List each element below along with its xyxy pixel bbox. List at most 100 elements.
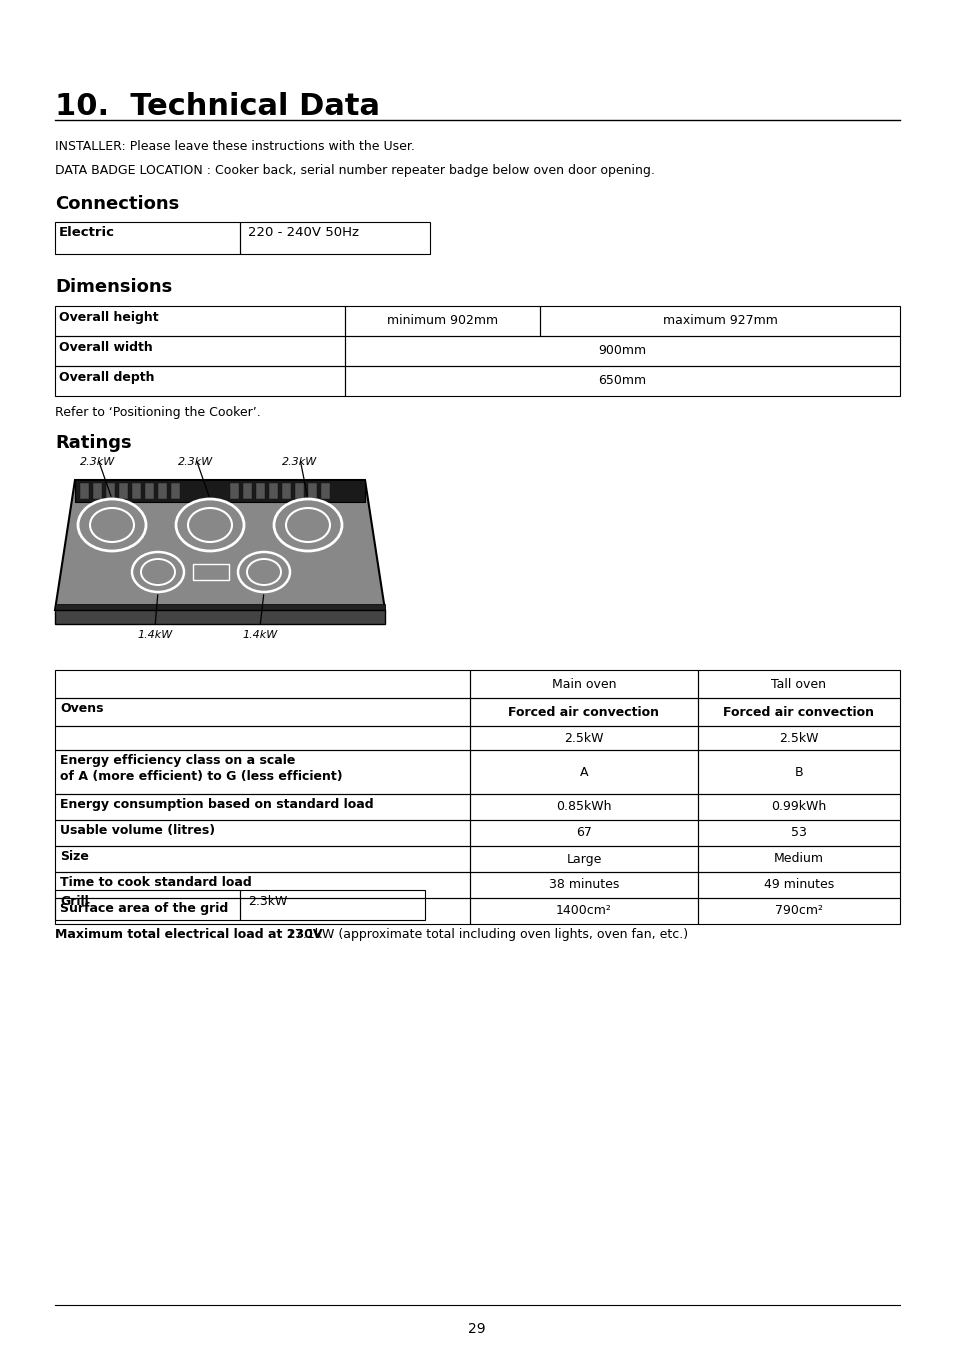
Text: 220 - 240V 50Hz: 220 - 240V 50Hz (248, 225, 358, 239)
Bar (698, 751, 899, 794)
Text: 1.4kW: 1.4kW (137, 630, 172, 640)
Bar (119, 483, 128, 499)
Bar (55, 819, 470, 846)
Text: 17.1kW (approximate total including oven lights, oven fan, etc.): 17.1kW (approximate total including oven… (283, 927, 687, 941)
Bar (269, 483, 277, 499)
Ellipse shape (78, 500, 146, 551)
Bar (145, 483, 153, 499)
Polygon shape (75, 481, 365, 502)
Text: A: A (579, 765, 588, 779)
Text: 1.4kW: 1.4kW (242, 630, 277, 640)
Text: Electric: Electric (59, 225, 115, 239)
Bar (55, 846, 470, 872)
Bar (698, 698, 899, 726)
Text: 790cm²: 790cm² (774, 904, 822, 918)
Text: 0.85kWh: 0.85kWh (556, 801, 611, 814)
Polygon shape (55, 481, 385, 610)
Bar (55, 698, 470, 726)
Bar (55, 898, 470, 923)
Text: Maximum total electrical load at 230V: Maximum total electrical load at 230V (55, 927, 322, 941)
Text: 1400cm²: 1400cm² (556, 904, 611, 918)
Ellipse shape (188, 508, 232, 541)
Text: Tall oven: Tall oven (771, 678, 825, 690)
Text: Surface area of the grid: Surface area of the grid (60, 902, 228, 915)
Text: Ovens: Ovens (60, 702, 103, 716)
Ellipse shape (286, 508, 330, 541)
Ellipse shape (90, 508, 133, 541)
Bar (698, 872, 899, 898)
Bar (80, 483, 89, 499)
Bar (470, 698, 698, 726)
Bar (132, 483, 141, 499)
Bar (470, 794, 698, 819)
Bar (55, 366, 345, 396)
Text: 2.3kW: 2.3kW (178, 458, 213, 467)
Bar (282, 483, 291, 499)
Ellipse shape (247, 559, 281, 585)
Text: DATA BADGE LOCATION : Cooker back, serial number repeater badge below oven door : DATA BADGE LOCATION : Cooker back, seria… (55, 163, 654, 177)
Bar (55, 872, 470, 898)
Text: Time to cook standard load: Time to cook standard load (60, 876, 252, 890)
Text: Medium: Medium (773, 852, 823, 865)
Text: Connections: Connections (55, 194, 179, 213)
Bar (294, 483, 304, 499)
Text: 2.3kW: 2.3kW (248, 895, 287, 909)
Text: Overall width: Overall width (59, 342, 152, 354)
Bar (470, 819, 698, 846)
Ellipse shape (141, 559, 174, 585)
Text: Forced air convection: Forced air convection (722, 706, 874, 718)
Bar (698, 819, 899, 846)
Text: Usable volume (litres): Usable volume (litres) (60, 824, 214, 837)
Bar (698, 670, 899, 698)
Bar (470, 726, 698, 751)
Bar (55, 794, 470, 819)
Text: 650mm: 650mm (598, 374, 646, 387)
Polygon shape (55, 603, 385, 610)
Bar (345, 336, 899, 366)
Text: 38 minutes: 38 minutes (548, 879, 618, 891)
Text: maximum 927mm: maximum 927mm (662, 315, 777, 328)
Polygon shape (55, 610, 385, 624)
Text: B: B (794, 765, 802, 779)
Bar (320, 483, 330, 499)
Bar (539, 306, 899, 336)
Bar (698, 794, 899, 819)
Bar (55, 221, 240, 254)
Ellipse shape (274, 500, 341, 551)
Bar (308, 483, 316, 499)
Text: Overall height: Overall height (59, 310, 158, 324)
Text: 2.3kW: 2.3kW (80, 458, 115, 467)
Text: 10.  Technical Data: 10. Technical Data (55, 92, 379, 122)
Bar (698, 726, 899, 751)
Text: 2.5kW: 2.5kW (563, 732, 603, 744)
Text: Ratings: Ratings (55, 433, 132, 452)
Bar (158, 483, 167, 499)
Text: 67: 67 (576, 826, 591, 840)
Text: Energy consumption based on standard load: Energy consumption based on standard loa… (60, 798, 374, 811)
Text: Refer to ‘Positioning the Cooker’.: Refer to ‘Positioning the Cooker’. (55, 406, 260, 418)
Bar (55, 670, 470, 698)
Bar (243, 483, 252, 499)
Bar (240, 221, 430, 254)
Ellipse shape (132, 552, 184, 593)
Text: minimum 902mm: minimum 902mm (387, 315, 497, 328)
Text: Energy efficiency class on a scale
of A (more efficient) to G (less efficient): Energy efficiency class on a scale of A … (60, 755, 342, 783)
Text: Dimensions: Dimensions (55, 278, 172, 296)
Bar (470, 751, 698, 794)
Text: 2.3kW: 2.3kW (282, 458, 317, 467)
Text: Forced air convection: Forced air convection (508, 706, 659, 718)
Text: Grill: Grill (60, 895, 89, 909)
Text: Main oven: Main oven (551, 678, 616, 690)
Text: 2.5kW: 2.5kW (779, 732, 818, 744)
Bar (470, 846, 698, 872)
Bar (230, 483, 239, 499)
Bar (470, 872, 698, 898)
Bar (193, 564, 229, 580)
Text: 49 minutes: 49 minutes (763, 879, 833, 891)
Bar (55, 336, 345, 366)
Bar (470, 670, 698, 698)
Bar (698, 898, 899, 923)
Text: INSTALLER: Please leave these instructions with the User.: INSTALLER: Please leave these instructio… (55, 140, 415, 153)
Bar (55, 726, 470, 751)
Bar (470, 898, 698, 923)
